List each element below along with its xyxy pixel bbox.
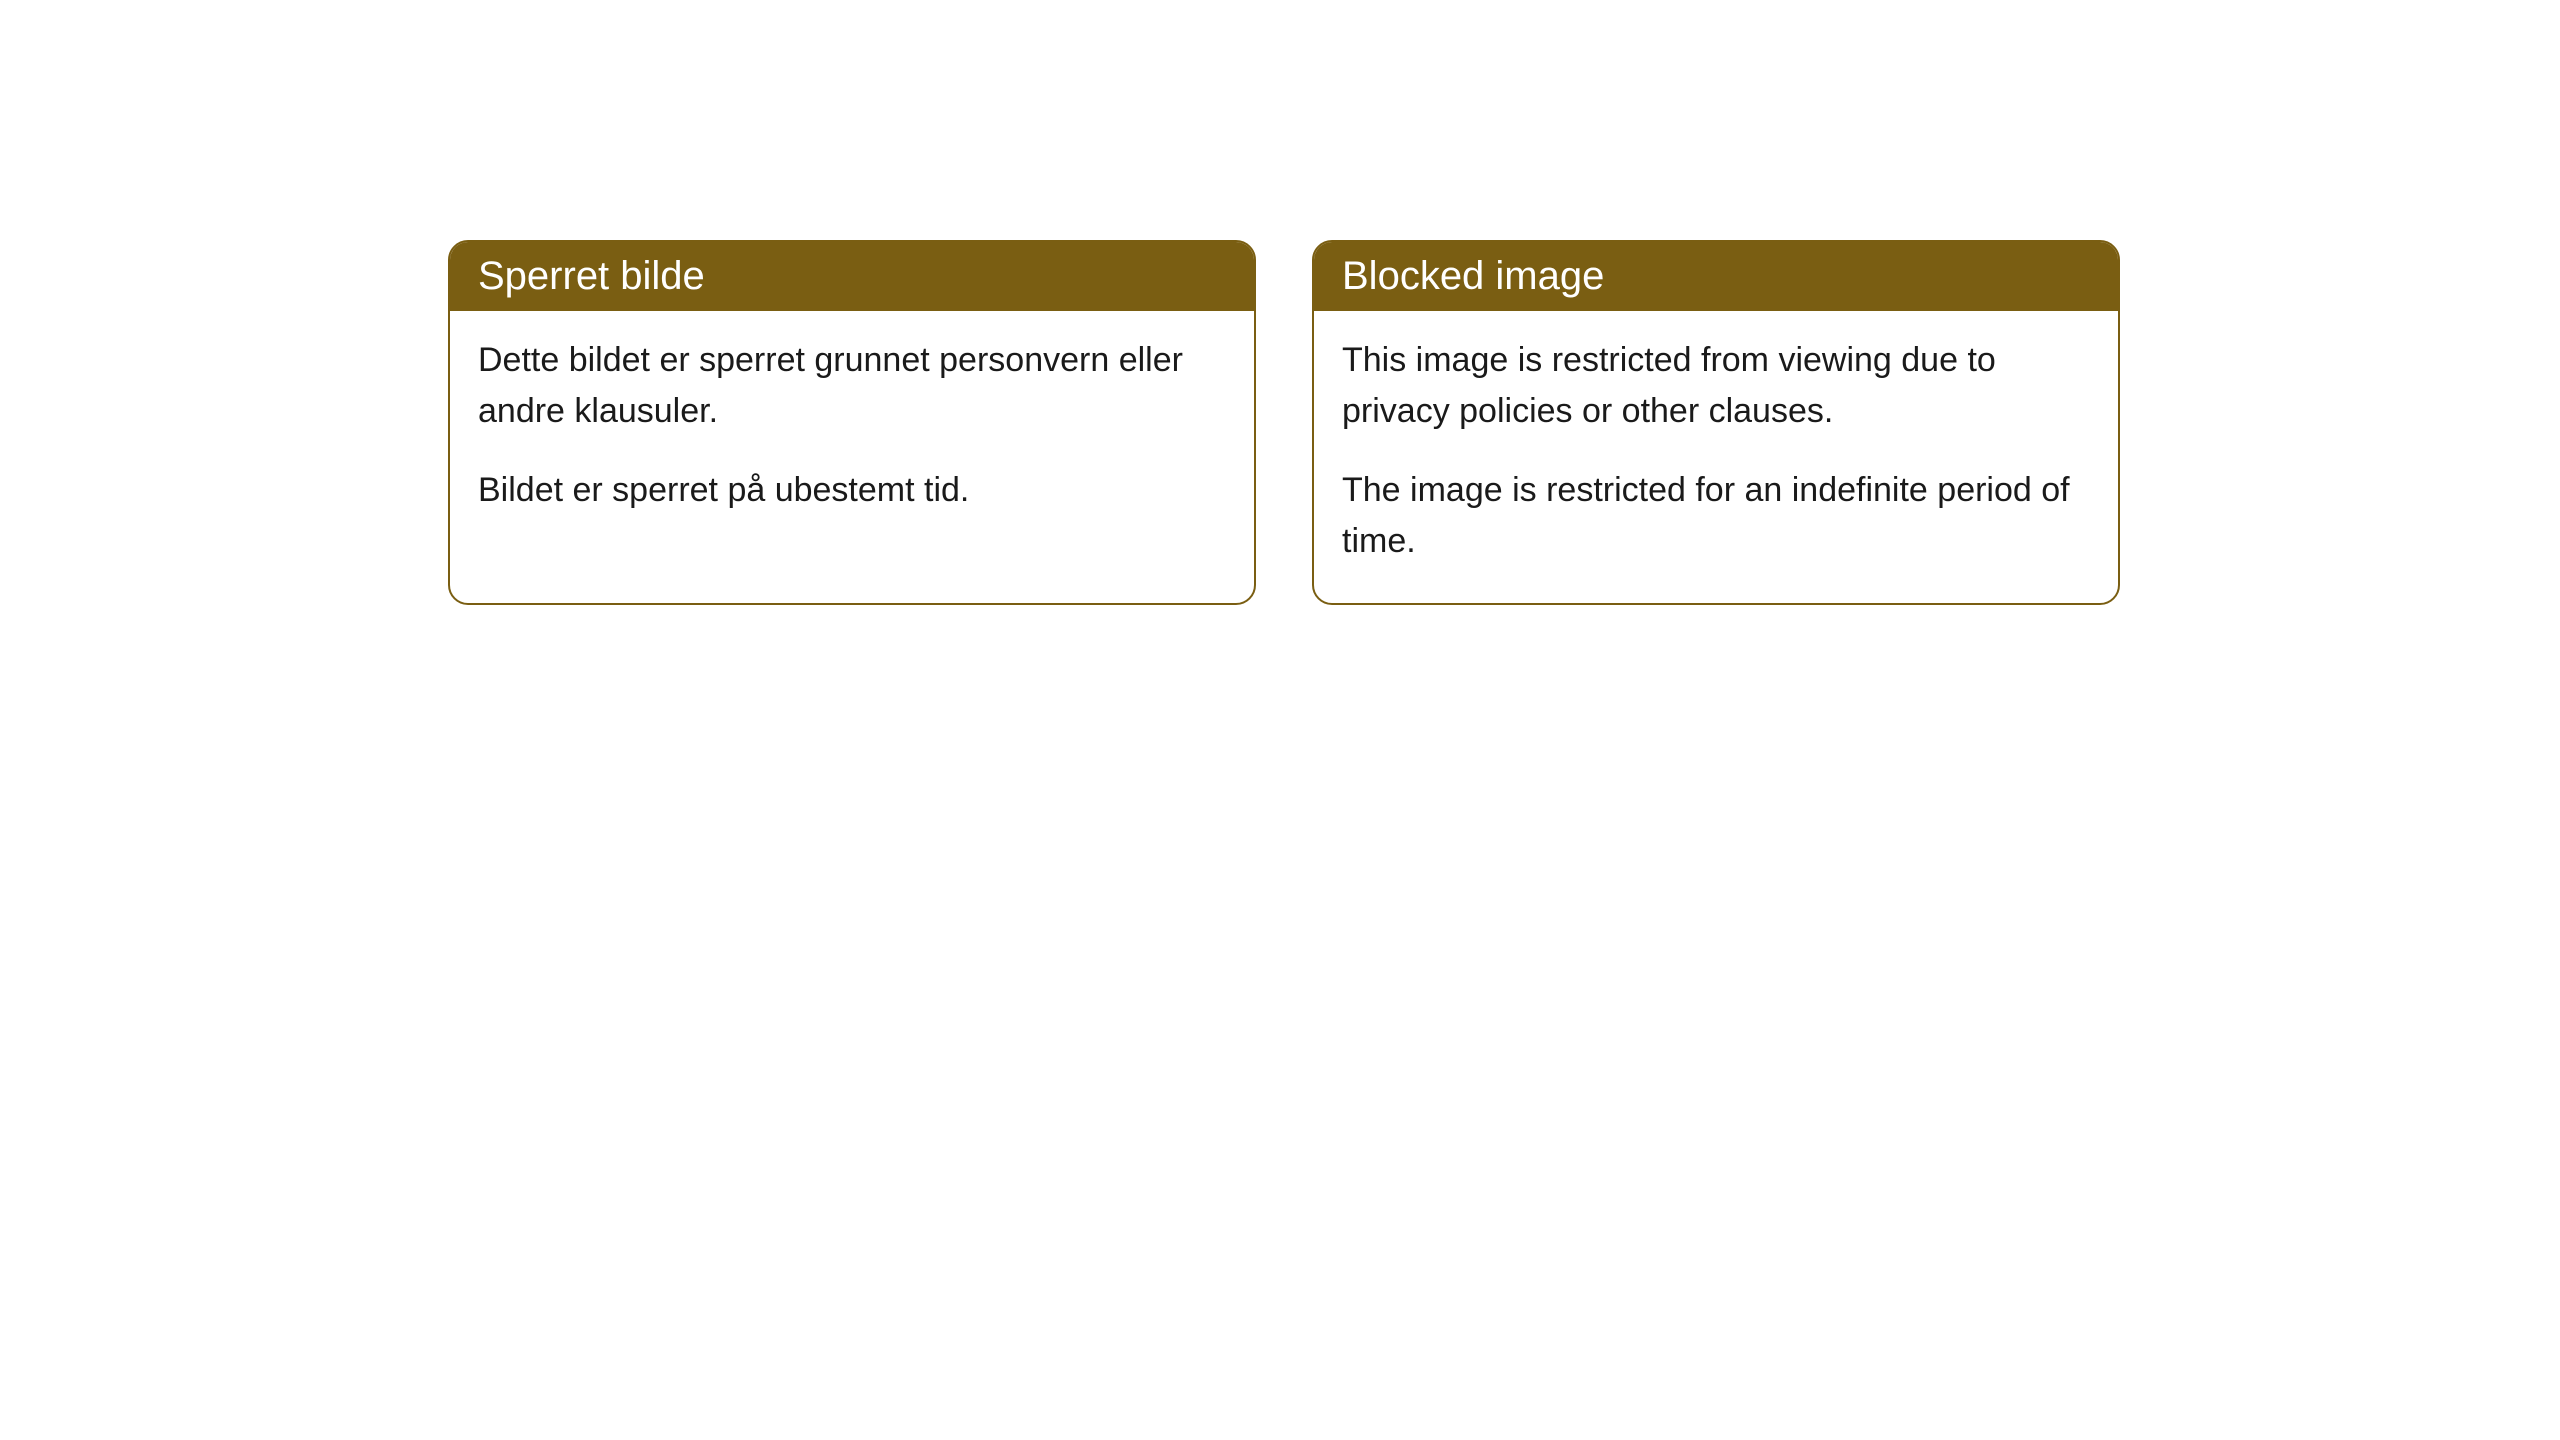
card-text-line: Dette bildet er sperret grunnet personve…	[478, 335, 1226, 437]
card-text-line: The image is restricted for an indefinit…	[1342, 465, 2090, 567]
card-text-line: This image is restricted from viewing du…	[1342, 335, 2090, 437]
card-body-norwegian: Dette bildet er sperret grunnet personve…	[450, 311, 1254, 552]
notice-card-norwegian: Sperret bilde Dette bildet er sperret gr…	[448, 240, 1256, 605]
card-header-english: Blocked image	[1314, 242, 2118, 311]
card-text-line: Bildet er sperret på ubestemt tid.	[478, 465, 1226, 516]
card-body-english: This image is restricted from viewing du…	[1314, 311, 2118, 603]
notice-card-english: Blocked image This image is restricted f…	[1312, 240, 2120, 605]
card-header-norwegian: Sperret bilde	[450, 242, 1254, 311]
notice-cards-container: Sperret bilde Dette bildet er sperret gr…	[0, 0, 2560, 605]
